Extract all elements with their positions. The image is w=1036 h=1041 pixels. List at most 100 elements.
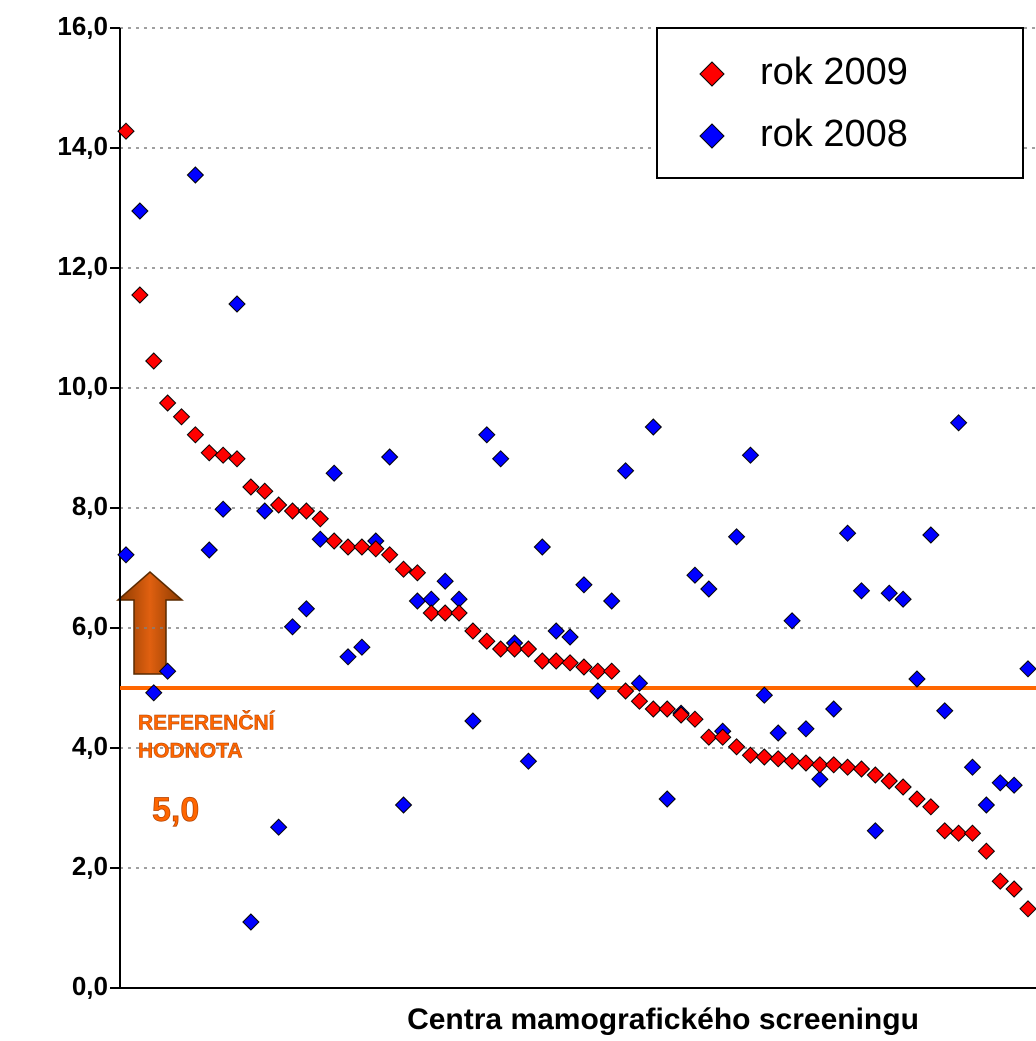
point [575, 576, 593, 594]
y-tick-label: 10,0 [57, 371, 108, 401]
point [491, 640, 510, 658]
y-tick-label: 6,0 [72, 611, 108, 641]
point [505, 640, 524, 658]
point [783, 612, 801, 630]
point [242, 913, 260, 931]
legend-label: rok 2008 [760, 113, 908, 155]
point [256, 502, 274, 520]
point [783, 752, 801, 770]
point [269, 818, 288, 836]
point [991, 774, 1009, 792]
reference-value: 5,0 [152, 791, 199, 829]
point [769, 750, 787, 768]
point [908, 670, 926, 688]
point [949, 824, 968, 842]
point [1005, 880, 1023, 898]
point [200, 444, 218, 462]
point [825, 700, 843, 718]
point [838, 524, 857, 542]
y-tick-label: 2,0 [72, 851, 108, 881]
point [963, 824, 982, 842]
point [297, 600, 316, 618]
point [422, 604, 440, 622]
x-axis-label: Centra mamografického screeningu [407, 1003, 919, 1036]
point [228, 295, 246, 313]
point [256, 482, 274, 500]
point [283, 618, 302, 636]
y-tick-label: 16,0 [57, 11, 108, 41]
point [394, 796, 413, 814]
point [575, 658, 593, 676]
point [117, 122, 135, 140]
point [589, 682, 607, 700]
point [949, 414, 968, 432]
point [519, 752, 538, 770]
point [380, 546, 399, 564]
point [478, 632, 496, 650]
point [408, 592, 427, 610]
point [228, 450, 246, 468]
point [464, 622, 482, 640]
point [297, 502, 316, 520]
point [686, 710, 704, 728]
point [602, 662, 621, 680]
y-tick-label: 4,0 [72, 731, 108, 761]
point [214, 446, 232, 464]
point [533, 652, 552, 670]
legend-marker [699, 61, 725, 87]
point [769, 724, 787, 742]
point [922, 798, 940, 816]
reference-label: REFERENČNÍ [138, 711, 276, 735]
point [436, 572, 454, 590]
point [727, 738, 746, 756]
point [922, 526, 940, 544]
point [936, 822, 954, 840]
point [894, 590, 912, 608]
point [797, 720, 815, 738]
arrow [116, 571, 184, 675]
point [242, 478, 260, 496]
point [714, 728, 732, 746]
point [866, 766, 885, 784]
point [1005, 776, 1023, 794]
point [755, 686, 774, 704]
point [519, 640, 538, 658]
point [602, 592, 621, 610]
point [852, 760, 871, 778]
point [450, 604, 468, 622]
point [936, 702, 954, 720]
point [283, 502, 302, 520]
legend-box [656, 27, 1024, 179]
point [977, 842, 996, 860]
point [658, 790, 676, 808]
point [866, 822, 885, 840]
point [131, 202, 149, 220]
point [672, 706, 690, 724]
point [741, 446, 760, 464]
point [311, 510, 329, 528]
point [589, 662, 607, 680]
point [755, 748, 774, 766]
point [367, 540, 385, 558]
point [686, 566, 704, 584]
point [908, 790, 926, 808]
point [380, 448, 399, 466]
point [186, 166, 205, 184]
point [616, 462, 635, 480]
point [561, 654, 579, 672]
point [880, 584, 898, 602]
point [811, 770, 829, 788]
point [825, 756, 843, 774]
point [158, 394, 177, 412]
point [1019, 660, 1036, 678]
y-tick-label: 0,0 [72, 971, 108, 1001]
point [200, 541, 218, 559]
point [547, 652, 565, 670]
point [727, 528, 746, 546]
point [700, 728, 718, 746]
point [880, 772, 898, 790]
point [339, 538, 357, 556]
point [658, 700, 676, 718]
point [561, 628, 579, 646]
point [644, 700, 663, 718]
